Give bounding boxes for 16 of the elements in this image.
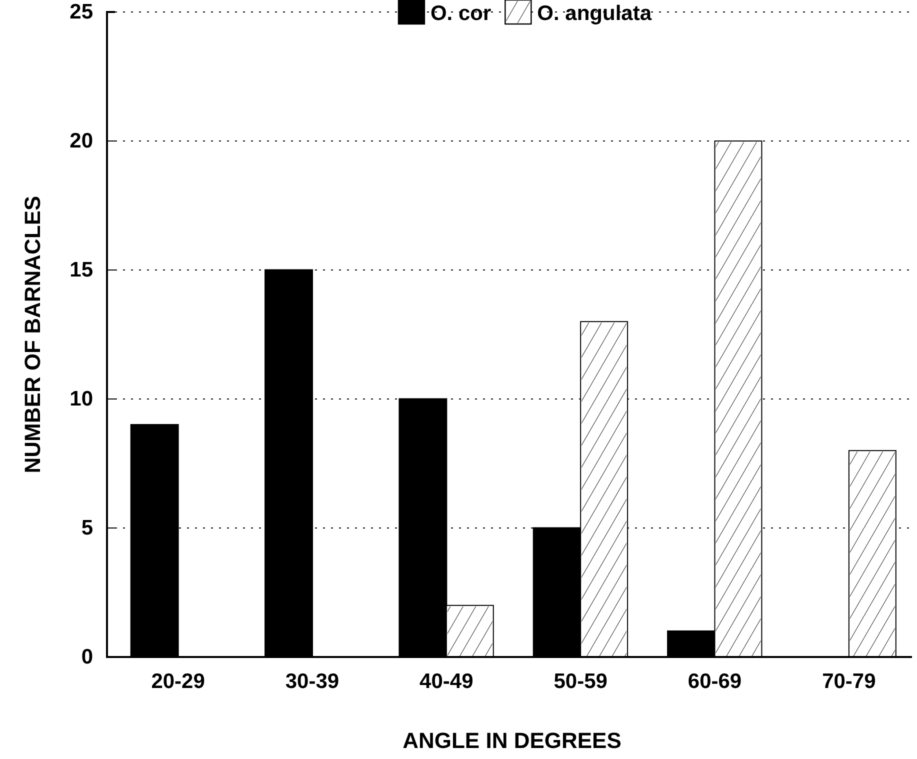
x-tick-label: 30-39 — [285, 670, 340, 693]
y-tick-label: 10 — [70, 388, 93, 411]
x-axis-title: ANGLE IN DEGREES — [402, 728, 622, 753]
y-tick-label: 5 — [81, 516, 94, 540]
y-tick-label: 25 — [70, 0, 94, 24]
legend-label: O. cor — [430, 2, 492, 25]
x-tick-label: 20-29 — [151, 670, 205, 693]
y-axis-title: NUMBER OF BARNACLES — [20, 196, 45, 474]
legend-label: O. angulata — [537, 2, 652, 25]
x-tick-label: 70-79 — [822, 670, 876, 693]
x-tick-label: 50-59 — [554, 670, 608, 693]
y-tick-label: 15 — [70, 258, 94, 282]
y-tick-label: 20 — [70, 130, 93, 153]
y-tick-label: 0 — [81, 646, 93, 669]
x-tick-label: 40-49 — [420, 670, 474, 693]
x-tick-label: 60-69 — [688, 670, 742, 693]
